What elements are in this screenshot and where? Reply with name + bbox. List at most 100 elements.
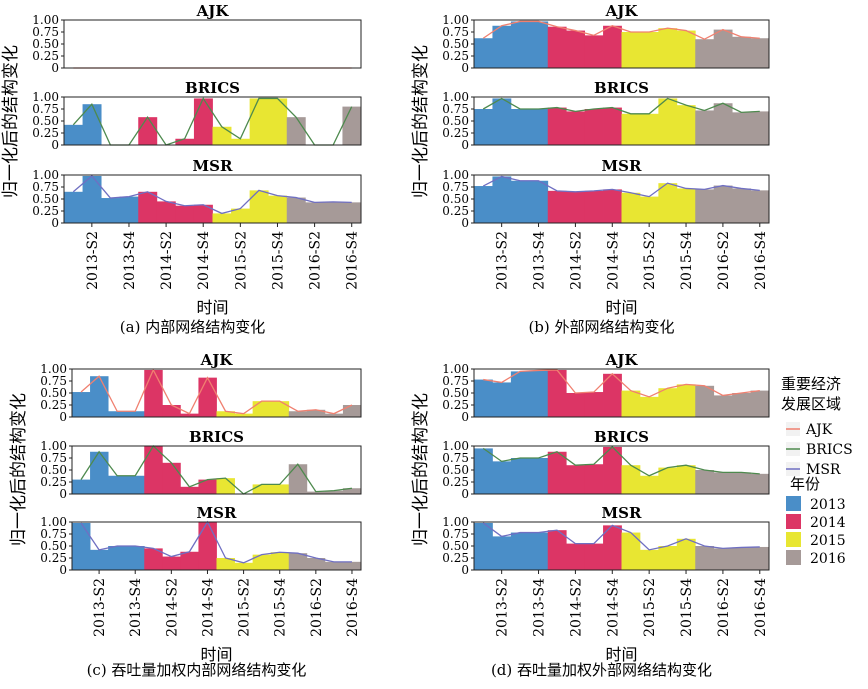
x-tick-label: 2014-S2 xyxy=(159,231,175,290)
y-tick-label: 0.25 xyxy=(442,204,469,218)
bar xyxy=(193,98,213,145)
panel-caption: (c) 吞吐量加权内部网络结构变化 xyxy=(87,661,307,679)
x-tick-label: 2015-S4 xyxy=(679,578,695,637)
x-tick-label: 2015-S4 xyxy=(679,231,695,290)
bar xyxy=(342,405,362,417)
facet-brics: BRICS 00.250.500.751.00 xyxy=(40,428,362,501)
x-axis-title: 时间 xyxy=(605,298,637,317)
series-line-ajk xyxy=(80,368,353,415)
series-line-brics xyxy=(482,446,760,477)
bar xyxy=(198,479,217,494)
y-tick-label: 0.75 xyxy=(32,102,59,116)
bar xyxy=(566,465,586,494)
bar xyxy=(324,413,344,417)
x-tick-label: 2015-S4 xyxy=(273,578,289,637)
y-tick-label: 0.75 xyxy=(442,180,469,194)
bar xyxy=(732,472,751,494)
facet-brics: BRICS 00.250.500.751.00 xyxy=(442,428,770,501)
facet-title: MSR xyxy=(193,157,233,175)
legend-item-2013: 2013 xyxy=(786,496,846,513)
x-tick-label: 2014-S4 xyxy=(605,231,621,290)
bar xyxy=(732,188,751,223)
y-tick-label: 0.75 xyxy=(442,374,469,388)
bar xyxy=(639,549,659,570)
chart-panel-1: AJK00.250.500.751.00BRICS00.250.500.751.… xyxy=(411,2,770,336)
bar xyxy=(162,405,181,417)
bar xyxy=(492,461,512,494)
y-tick-label: 0.25 xyxy=(40,551,67,565)
bar xyxy=(306,558,326,570)
panel-caption: (d) 吞吐量加权外部网络结构变化 xyxy=(491,661,712,679)
bar xyxy=(529,21,549,68)
facet-msr: MSR 00.250.500.751.00 xyxy=(40,504,362,577)
bar xyxy=(138,117,158,145)
legend-item-2016: 2016 xyxy=(786,550,846,567)
bar xyxy=(676,465,696,494)
x-tick-label: 2013-S2 xyxy=(85,231,101,290)
y-tick-label: 0 xyxy=(51,61,59,75)
x-tick-label: 2013-S4 xyxy=(122,231,138,290)
bar xyxy=(510,371,530,417)
facet-title: MSR xyxy=(602,157,642,175)
bar xyxy=(270,484,290,494)
y-tick-label: 0.25 xyxy=(32,49,59,63)
bar xyxy=(249,98,269,145)
y-tick-label: 0.75 xyxy=(32,180,59,194)
bar xyxy=(603,25,622,68)
bar xyxy=(621,390,641,417)
bar xyxy=(138,191,158,223)
bar xyxy=(324,561,344,570)
series-line-ajk xyxy=(482,20,760,40)
bar xyxy=(144,369,163,417)
series-line-brics xyxy=(482,97,760,115)
facet-title: BRICS xyxy=(594,79,649,97)
bar xyxy=(584,543,604,570)
bar xyxy=(342,561,362,570)
bar xyxy=(584,109,604,145)
y-tick-label: 0.25 xyxy=(442,475,469,489)
y-tick-label: 0.75 xyxy=(40,527,67,541)
facet-title: AJK xyxy=(200,351,234,369)
bar xyxy=(492,382,512,417)
facet-title: BRICS xyxy=(189,428,244,446)
bar xyxy=(108,546,127,570)
y-tick-label: 0.25 xyxy=(40,475,67,489)
x-tick-label: 2013-S2 xyxy=(92,578,108,637)
x-tick-label: 2014-S2 xyxy=(568,578,584,637)
bar xyxy=(288,464,308,494)
bar xyxy=(234,413,254,417)
bar xyxy=(547,530,567,570)
y-tick-label: 0.50 xyxy=(442,386,469,400)
y-tick-label: 0 xyxy=(461,138,469,152)
bar xyxy=(286,197,306,223)
bar xyxy=(510,458,530,494)
bar xyxy=(566,393,586,417)
bar xyxy=(695,546,715,570)
legend-title-region-line2: 发展区域 xyxy=(781,395,841,413)
bar xyxy=(198,522,217,570)
bar xyxy=(750,390,770,417)
bar xyxy=(510,109,530,145)
bar xyxy=(547,369,567,417)
bar xyxy=(306,409,326,417)
x-tick-label: 2013-S4 xyxy=(532,578,548,637)
bar xyxy=(126,546,145,570)
x-tick-label: 2013-S4 xyxy=(128,578,144,637)
facet-title: MSR xyxy=(197,504,237,522)
facet-ajk: AJK 00.250.500.751.00 xyxy=(442,351,770,424)
x-tick-label: 2016-S4 xyxy=(753,231,769,290)
bar xyxy=(252,554,272,570)
bar xyxy=(474,186,493,223)
y-tick-label: 0.75 xyxy=(442,25,469,39)
y-tick-label: 0.75 xyxy=(40,451,67,465)
legend-item-2014: 2014 xyxy=(786,514,846,531)
bar xyxy=(212,213,232,223)
legend-item-brics: BRICS xyxy=(786,442,853,458)
x-tick-label: 2015-S2 xyxy=(642,231,658,290)
y-tick-label: 0.50 xyxy=(442,539,469,553)
bar xyxy=(547,26,567,68)
x-tick-label: 2013-S2 xyxy=(495,231,511,290)
bar xyxy=(324,490,344,494)
bar xyxy=(72,392,91,417)
bar xyxy=(529,109,549,145)
